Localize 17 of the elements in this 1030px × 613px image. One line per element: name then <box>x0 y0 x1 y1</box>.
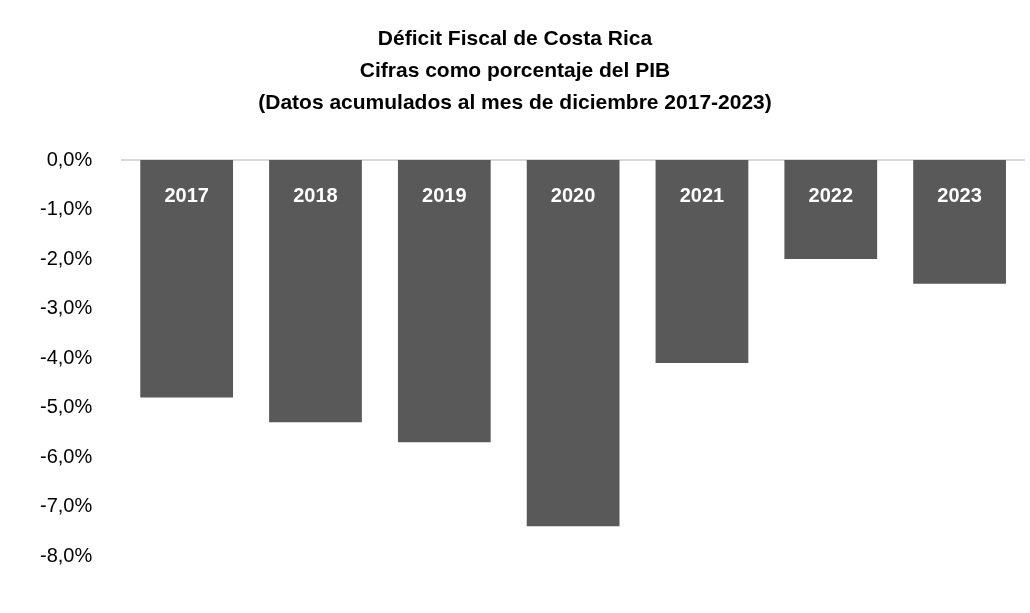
x-tick-label: 2023 <box>937 183 982 206</box>
y-tick-label: -7,0% <box>40 494 93 517</box>
y-tick-label: 0,0% <box>46 147 93 170</box>
y-tick-label: -8,0% <box>40 543 93 566</box>
x-tick-label: 2022 <box>808 183 854 206</box>
x-tick-label: 2020 <box>550 183 596 206</box>
y-tick-label: -6,0% <box>40 444 93 467</box>
y-tick-label: -1,0% <box>40 197 93 220</box>
y-tick-label: -5,0% <box>40 395 93 418</box>
x-tick-label: 2017 <box>164 183 209 206</box>
x-tick-label: 2018 <box>293 183 338 206</box>
y-tick-label: -2,0% <box>40 246 93 269</box>
y-tick-label: -4,0% <box>40 345 93 368</box>
chart-title: Déficit Fiscal de Costa Rica Cifras como porcentaje del PIB (Datos acumulados al mes de diciembre 2017-2023) <box>257 25 773 115</box>
x-tick-label: 2021 <box>679 183 725 206</box>
y-tick-label: -3,0% <box>40 296 93 319</box>
x-tick-label: 2019 <box>422 183 467 206</box>
